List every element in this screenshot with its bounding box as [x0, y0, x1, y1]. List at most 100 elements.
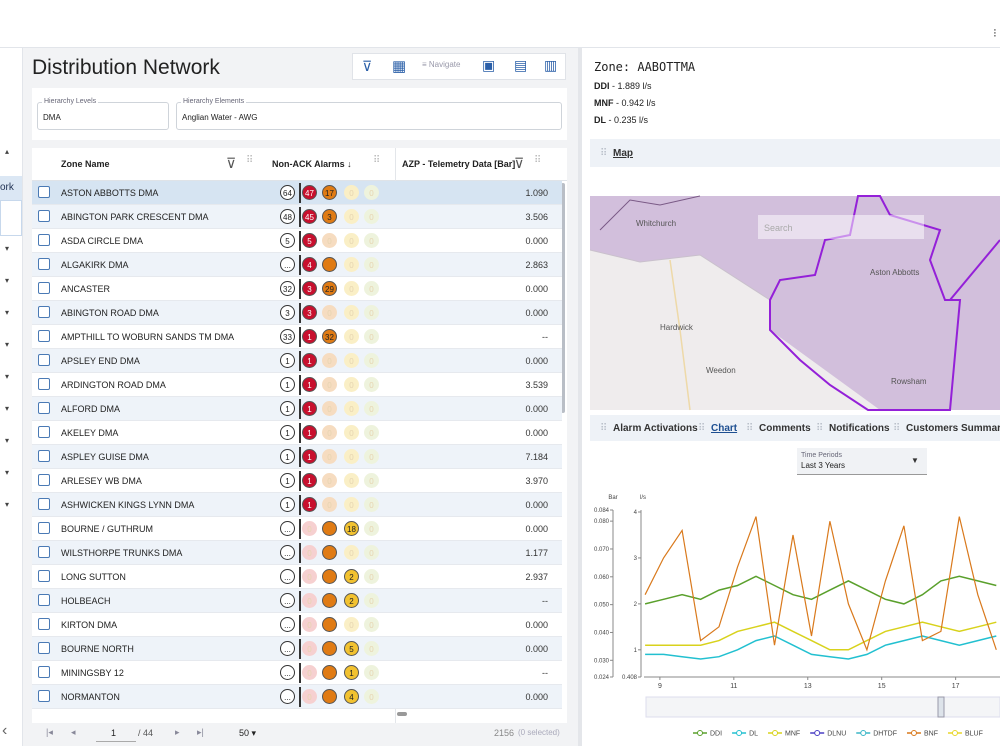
legend-item[interactable]: BLUF: [947, 730, 983, 738]
chevron[interactable]: ▾: [5, 468, 10, 477]
map[interactable]: Search Whitchurch Aston Abbotts Hardwick…: [589, 195, 1000, 411]
checkbox[interactable]: [38, 594, 50, 606]
checkbox[interactable]: [38, 522, 50, 534]
checkbox[interactable]: [38, 234, 50, 246]
legend-item[interactable]: BNF: [906, 730, 938, 738]
h-scrollbar[interactable]: [397, 712, 407, 716]
checkbox[interactable]: [38, 450, 50, 462]
checkbox[interactable]: [38, 426, 50, 438]
filter-levels[interactable]: [37, 102, 169, 130]
table-row[interactable]: ASTON ABBOTTS DMA 64 47 17 0 0 1.090: [32, 181, 562, 205]
filter-icon[interactable]: ⊽: [514, 155, 525, 171]
table-row[interactable]: MININGSBY 12... 0 1 0 --: [32, 661, 562, 685]
splitter[interactable]: [578, 48, 582, 746]
map-search[interactable]: [758, 215, 924, 239]
drag[interactable]: ⠿: [893, 423, 900, 434]
page-size[interactable]: 50 ▾: [239, 728, 257, 738]
checkbox[interactable]: [38, 330, 50, 342]
table-row[interactable]: ABINGTON ROAD DMA 3 3 0 0 0 0.000: [32, 301, 562, 325]
checkbox[interactable]: [38, 378, 50, 390]
table-row[interactable]: KIRTON DMA... 0 0 0 0.000: [32, 613, 562, 637]
sidebar-label[interactable]: ork: [0, 182, 14, 193]
pdf[interactable]: ▤: [514, 57, 528, 73]
checkbox[interactable]: [38, 186, 50, 198]
navigator-handle[interactable]: [937, 696, 945, 718]
legend-item[interactable]: DDI: [693, 730, 722, 738]
drag[interactable]: ⠿: [373, 155, 381, 166]
columns[interactable]: ▥: [544, 57, 558, 73]
tab[interactable]: Alarm Activations: [613, 423, 698, 434]
table-row[interactable]: BOURNE NORTH... 0 5 0 0.000: [32, 637, 562, 661]
legend-item[interactable]: DLNU: [810, 730, 846, 738]
table-row[interactable]: ARLESEY WB DMA 1 1 0 0 0 3.970: [32, 469, 562, 493]
checkbox[interactable]: [38, 666, 50, 678]
tab[interactable]: Comments: [759, 423, 811, 434]
grid-icon[interactable]: ▦: [392, 58, 407, 75]
tab[interactable]: Chart: [711, 423, 738, 434]
table-row[interactable]: ARDINGTON ROAD DMA 1 1 0 0 0 3.539: [32, 373, 562, 397]
navigator[interactable]: [645, 696, 1000, 718]
legend-item[interactable]: DL: [732, 730, 758, 738]
chevron[interactable]: ▾: [5, 308, 10, 317]
chevron[interactable]: ▾: [5, 436, 10, 445]
checkbox[interactable]: [38, 258, 50, 270]
checkbox[interactable]: [38, 690, 50, 702]
checkbox[interactable]: [38, 642, 50, 654]
scrollbar[interactable]: [561, 183, 565, 413]
legend-item[interactable]: MNF: [768, 730, 800, 738]
prev-page[interactable]: ◂: [71, 727, 76, 737]
map-tab[interactable]: Map: [613, 148, 633, 159]
checkbox[interactable]: [38, 618, 50, 630]
navigate[interactable]: ≡ Navigate: [422, 60, 461, 69]
table-row[interactable]: ASPLEY GUISE DMA 1 1 0 0 0 7.184: [32, 445, 562, 469]
collapse[interactable]: ‹: [2, 722, 8, 739]
table-row[interactable]: APSLEY END DMA 1 1 0 0 0 0.000: [32, 349, 562, 373]
chevron[interactable]: ▾: [5, 500, 10, 509]
time-dropdown[interactable]: [797, 448, 927, 475]
table-row[interactable]: BOURNE / GUTHRUM... 0 18 0 0.000: [32, 517, 562, 541]
checkbox[interactable]: [38, 474, 50, 486]
chevron[interactable]: ▴: [5, 147, 10, 156]
table-row[interactable]: ASHWICKEN KINGS LYNN DMA 1 1 0 0 0 0.000: [32, 493, 562, 517]
checkbox[interactable]: [38, 210, 50, 222]
table-row[interactable]: HOLBEACH... 0 2 0 --: [32, 589, 562, 613]
page-input[interactable]: [96, 724, 136, 742]
checkbox[interactable]: [38, 282, 50, 294]
tab[interactable]: Notifications: [829, 423, 890, 434]
chevron[interactable]: ▾: [5, 340, 10, 349]
table-row[interactable]: LONG SUTTON... 0 2 0 2.937: [32, 565, 562, 589]
chevron[interactable]: ▾: [5, 372, 10, 381]
table-row[interactable]: ASDA CIRCLE DMA 5 5 0 0 0 0.000: [32, 229, 562, 253]
table-row[interactable]: WILSTHORPE TRUNKS DMA... 0 0 0 1.177: [32, 541, 562, 565]
chevron[interactable]: ▾: [5, 404, 10, 413]
table-row[interactable]: ABINGTON PARK CRESCENT DMA 48 45 3 0 0 3.506: [32, 205, 562, 229]
table-row[interactable]: AKELEY DMA 1 1 0 0 0 0.000: [32, 421, 562, 445]
drag[interactable]: ⠿: [698, 423, 705, 434]
column-header[interactable]: Zone Name: [61, 159, 110, 169]
drag[interactable]: ⠿: [600, 148, 607, 159]
tab[interactable]: Customers Summary: [906, 423, 1000, 434]
drag[interactable]: ⠿: [816, 423, 823, 434]
table-row[interactable]: AMPTHILL TO WOBURN SANDS TM DMA 33 1 32 0 0 --: [32, 325, 562, 349]
drag[interactable]: ⠿: [534, 155, 542, 166]
table-row[interactable]: ALGAKIRK DMA... 4 0 0 2.863: [32, 253, 562, 277]
table-row[interactable]: NORMANTON... 0 4 0 0.000: [32, 685, 562, 709]
column-header[interactable]: Non-ACK Alarms ↓: [272, 159, 352, 169]
table-row[interactable]: ALFORD DMA 1 1 0 0 0 0.000: [32, 397, 562, 421]
checkbox[interactable]: [38, 402, 50, 414]
checkbox[interactable]: [38, 546, 50, 558]
menu-icon[interactable]: ⁝: [993, 26, 997, 40]
excel[interactable]: ▣: [482, 57, 496, 73]
legend-item[interactable]: DHTDF: [856, 730, 897, 738]
next-page[interactable]: ▸: [175, 727, 180, 737]
drag[interactable]: ⠿: [246, 155, 254, 166]
chevron[interactable]: ▾: [5, 244, 10, 253]
clear-filter[interactable]: ⊽: [362, 58, 373, 74]
checkbox[interactable]: [38, 306, 50, 318]
table-row[interactable]: ANCASTER 32 3 29 0 0 0.000: [32, 277, 562, 301]
chevron[interactable]: ▾: [5, 276, 10, 285]
checkbox[interactable]: [38, 498, 50, 510]
first-page[interactable]: |◂: [46, 727, 53, 737]
column-header[interactable]: AZP - Telemetry Data [Bar]: [402, 159, 516, 169]
drag[interactable]: ⠿: [600, 423, 607, 434]
